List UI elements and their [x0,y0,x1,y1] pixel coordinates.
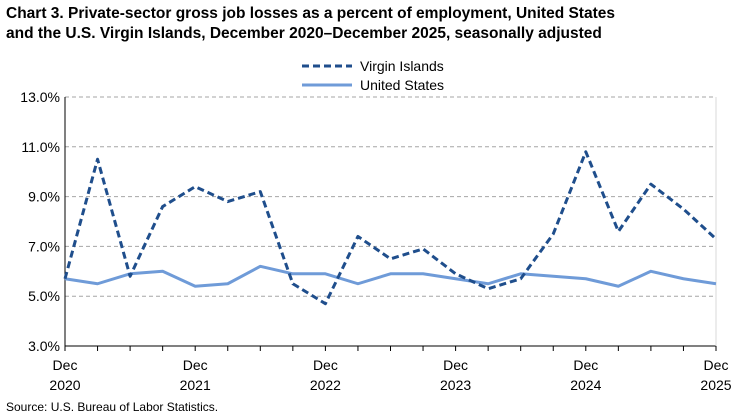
series-lines [63,150,718,306]
x-tick-label-month-2: Dec [313,357,338,373]
x-tick-label-month-4: Dec [573,357,598,373]
y-tick-label-1: 5.0% [28,288,60,304]
source-note: Source: U.S. Bureau of Labor Statistics. [6,400,219,414]
x-tick-label-month-3: Dec [443,357,468,373]
y-tick-label-0: 3.0% [28,338,60,354]
y-tick-label-3: 9.0% [28,189,60,205]
x-tick-label-month-0: Dec [53,357,78,373]
y-tick-label-4: 11.0% [21,139,60,155]
y-tick-label-5: 13.0% [20,89,60,105]
chart-title: Chart 3. Private-sector gross job losses… [6,4,746,44]
x-tick-label-year-0: 2020 [49,377,80,393]
y-tick-label-2: 7.0% [28,238,60,254]
x-tick-label-year-5: 2025 [700,377,731,393]
x-tick-label-month-5: Dec [704,357,729,373]
legend-label-0: Virgin Islands [360,58,444,74]
x-axis-tick-labels: Dec 2020 Dec 2021 Dec 2022 Dec 2023 Dec 2024 Dec 20… [49,357,731,393]
x-tick-label-year-1: 2021 [180,377,211,393]
series-line-virgin-islands [63,150,718,306]
legend: Virgin Islands United States [302,58,444,93]
legend-label-1: United States [360,77,444,93]
x-tick-label-year-2: 2022 [310,377,341,393]
x-tick-label-month-1: Dec [183,357,208,373]
x-tick-label-year-4: 2024 [570,377,601,393]
x-tick-label-year-3: 2023 [440,377,471,393]
gridlines [65,96,716,297]
chart-title-line-1: Chart 3. Private-sector gross job losses… [6,5,615,22]
chart-title-line-2: and the U.S. Virgin Islands, December 20… [6,25,602,42]
series-line-united-states [64,264,717,288]
axes [64,97,717,351]
y-axis-tick-labels: 3.0% 5.0% 7.0% 9.0% 11.0% 13.0% [20,89,60,354]
